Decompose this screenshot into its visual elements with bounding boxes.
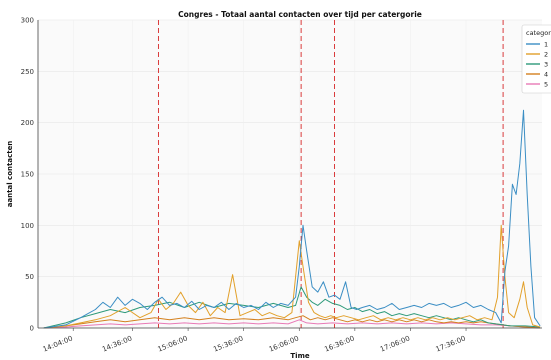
series-line-3 [43, 286, 541, 329]
y-tick-label: 100 [21, 222, 34, 230]
x-ticks: 14:04:00 14:36:00 15:06:00 15:36:00 16:06:00… [42, 328, 467, 354]
y-tick-label: 300 [21, 17, 34, 25]
legend-label-1: 1 [544, 41, 548, 49]
legend-label-5: 5 [544, 81, 548, 89]
y-tick-label: 0 [30, 325, 34, 333]
y-axis-title: aantal contacten [6, 141, 14, 208]
axes [37, 20, 542, 329]
legend-title: categor [526, 29, 551, 37]
chart-title: Congres - Totaal aantal contacten over t… [178, 10, 422, 19]
series-line-5 [43, 319, 541, 329]
x-axis-title: Time [290, 352, 309, 360]
legend-items: 1 2 3 4 5 [526, 41, 548, 89]
y-tick-label: 200 [21, 119, 34, 127]
series-line-1 [43, 109, 541, 329]
legend-label-3: 3 [544, 61, 548, 69]
x-tick-label: 15:36:00 [212, 334, 244, 353]
grid [38, 19, 542, 329]
series-line-4 [43, 315, 541, 329]
legend-box [521, 24, 551, 94]
y-tick-label: 150 [21, 171, 34, 179]
y-tick-label: 250 [21, 68, 34, 76]
legend-label-4: 4 [544, 71, 548, 79]
x-tick-label: 16:06:00 [268, 334, 300, 353]
x-tick-label: 14:36:00 [101, 334, 133, 353]
y-tick-label: 50 [25, 273, 34, 281]
series-lines [43, 109, 541, 329]
series-line-2 [43, 224, 541, 329]
x-tick-label: 17:36:00 [435, 334, 467, 353]
x-tick-label: 16:36:00 [323, 334, 355, 353]
x-tick-label: 15:06:00 [157, 334, 189, 353]
x-tick-label: 17:06:00 [379, 334, 411, 353]
legend: categor 1 2 3 4 5 [521, 24, 551, 94]
y-ticks: 0 50 100 150 200 250 300 [21, 17, 34, 333]
event-markers [157, 20, 504, 328]
legend-label-2: 2 [544, 51, 548, 59]
x-tick-label: 14:04:00 [42, 334, 74, 353]
